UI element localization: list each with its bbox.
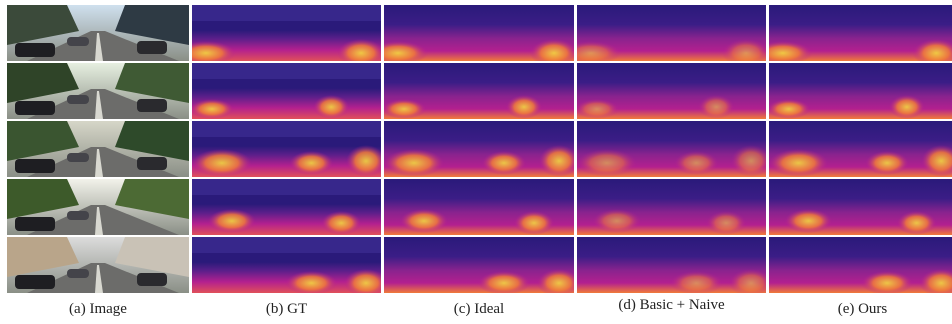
depth-heatmap	[769, 237, 952, 293]
input-photo-r1-image	[7, 5, 189, 61]
depth-heatmap	[192, 121, 381, 177]
depth-map-r2-gt	[192, 63, 381, 119]
depth-map-r3-basic_naive	[577, 121, 766, 177]
depth-map-r5-ideal	[384, 237, 574, 293]
depth-heatmap	[384, 179, 574, 235]
depth-map-r4-ideal	[384, 179, 574, 235]
depth-heatmap	[769, 63, 952, 119]
depth-map-r2-basic_naive	[577, 63, 766, 119]
depth-heatmap	[769, 121, 952, 177]
image-grid	[7, 5, 952, 293]
input-photo-r2-image	[7, 63, 189, 119]
depth-heatmap	[192, 237, 381, 293]
depth-map-r4-ours	[769, 179, 952, 235]
depth-heatmap	[384, 121, 574, 177]
depth-heatmap	[192, 63, 381, 119]
street-photo	[7, 5, 189, 61]
depth-heatmap	[384, 63, 574, 119]
depth-map-r3-ideal	[384, 121, 574, 177]
depth-map-r5-ours	[769, 237, 952, 293]
depth-heatmap	[577, 121, 766, 177]
depth-map-r2-ideal	[384, 63, 574, 119]
depth-map-r4-gt	[192, 179, 381, 235]
depth-map-r1-ideal	[384, 5, 574, 61]
caption-gt: (b) GT	[265, 301, 308, 317]
input-photo-r5-image	[7, 237, 189, 293]
street-photo	[7, 121, 189, 177]
depth-heatmap	[577, 5, 766, 61]
street-photo	[7, 63, 189, 119]
depth-map-r5-basic_naive	[577, 237, 766, 293]
depth-heatmap	[192, 5, 381, 61]
depth-map-r1-ours	[769, 5, 952, 61]
depth-heatmap	[577, 179, 766, 235]
depth-map-r3-ours	[769, 121, 952, 177]
depth-map-r5-gt	[192, 237, 381, 293]
caption-ideal: (c) Ideal	[453, 301, 505, 317]
input-photo-r3-image	[7, 121, 189, 177]
caption-image: (a) Image	[69, 301, 127, 317]
depth-heatmap	[192, 179, 381, 235]
depth-heatmap	[769, 179, 952, 235]
depth-heatmap	[577, 63, 766, 119]
depth-map-r2-ours	[769, 63, 952, 119]
depth-map-r4-basic_naive	[577, 179, 766, 235]
depth-map-r1-basic_naive	[577, 5, 766, 61]
caption-row: (a) Image (b) GT (c) Ideal (d) Basic + N…	[7, 297, 952, 318]
caption-basic-naive: (d) Basic + Naive	[618, 297, 725, 313]
depth-heatmap	[577, 237, 766, 293]
caption-ours: (e) Ours	[837, 301, 888, 317]
depth-heatmap	[769, 5, 952, 61]
street-photo	[7, 237, 189, 293]
input-photo-r4-image	[7, 179, 189, 235]
depth-map-r1-gt	[192, 5, 381, 61]
street-photo	[7, 179, 189, 235]
depth-map-r3-gt	[192, 121, 381, 177]
depth-heatmap	[384, 5, 574, 61]
depth-heatmap	[384, 237, 574, 293]
